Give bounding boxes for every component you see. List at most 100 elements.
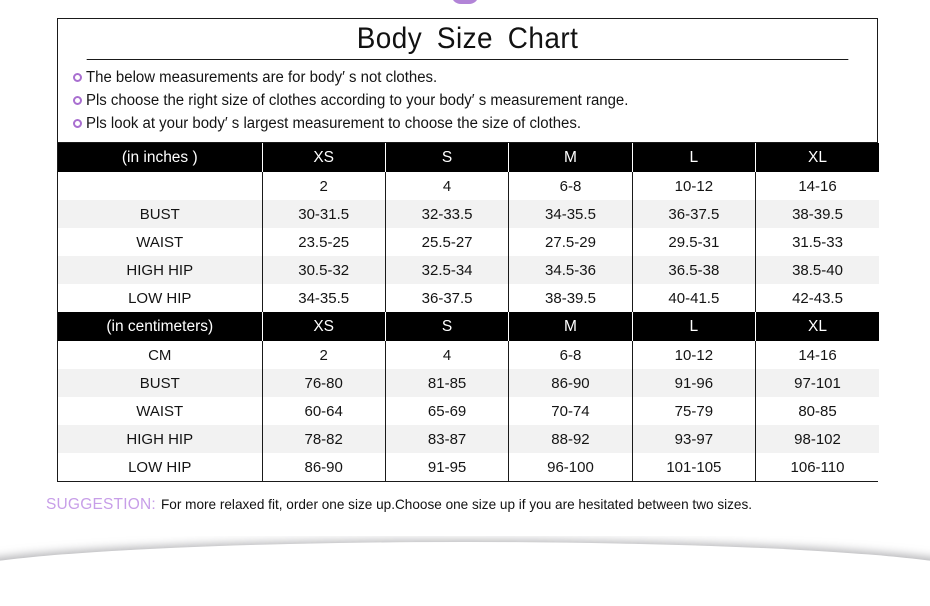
suggestion-note: SUGGESTION: For more relaxed fit, order o…: [46, 496, 906, 514]
cell-s: 91-95: [385, 453, 510, 481]
row-label: BUST: [58, 200, 263, 228]
inches-header-row: (in inches ) XS S M L XL: [58, 143, 879, 172]
cell-m: 27.5-29: [508, 228, 633, 256]
row-label: WAIST: [58, 397, 263, 425]
size-header-l: L: [632, 312, 757, 341]
cell-l: 75-79: [632, 397, 757, 425]
cell-xs: 34-35.5: [262, 284, 386, 312]
cropped-top-graphic: [451, 0, 479, 4]
row-label: CM: [58, 341, 263, 369]
cell-m: 6-8: [508, 172, 633, 200]
size-header-m: M: [508, 312, 633, 341]
table-row: HIGH HIP 78-82 83-87 88-92 93-97 98-102: [58, 425, 879, 453]
cell-xs: 78-82: [262, 425, 386, 453]
cell-l: 10-12: [632, 172, 757, 200]
cell-l: 10-12: [632, 341, 757, 369]
row-label: HIGH HIP: [58, 425, 263, 453]
cell-xs: 30-31.5: [262, 200, 386, 228]
cell-m: 38-39.5: [508, 284, 633, 312]
size-chart-card: Body Size Chart The below measurements a…: [57, 18, 879, 482]
note-item: Pls look at your body′ s largest measure…: [58, 112, 877, 135]
row-label: WAIST: [58, 228, 263, 256]
cell-xs: 86-90: [262, 453, 386, 481]
cell-xl: 14-16: [755, 341, 879, 369]
size-header-l: L: [632, 143, 757, 172]
cell-l: 91-96: [632, 369, 757, 397]
size-header-m: M: [508, 143, 633, 172]
circle-bullet-icon: [68, 73, 86, 82]
cell-xs: 2: [262, 341, 386, 369]
cell-m: 70-74: [508, 397, 633, 425]
centimeters-size-table: (in centimeters) XS S M L XL CM 2 4 6-8 …: [58, 312, 879, 481]
note-text: Pls look at your body′ s largest measure…: [86, 114, 581, 132]
size-header-xl: XL: [755, 312, 879, 341]
note-item: The below measurements are for body′ s n…: [58, 66, 877, 89]
size-header-xs: XS: [262, 312, 386, 341]
cell-xs: 23.5-25: [262, 228, 386, 256]
table-row: LOW HIP 34-35.5 36-37.5 38-39.5 40-41.5 …: [58, 284, 879, 312]
cell-s: 32-33.5: [385, 200, 510, 228]
cell-s: 4: [385, 341, 510, 369]
measurement-notes: The below measurements are for body′ s n…: [58, 60, 877, 143]
circle-bullet-icon: [68, 119, 86, 128]
cell-l: 29.5-31: [632, 228, 757, 256]
cell-xl: 97-101: [755, 369, 879, 397]
cell-s: 25.5-27: [385, 228, 510, 256]
cell-xl: 98-102: [755, 425, 879, 453]
suggestion-text: For more relaxed fit, order one size up.…: [160, 496, 752, 512]
cm-unit-label: (in centimeters): [58, 312, 263, 341]
table-row: CM 2 4 6-8 10-12 14-16: [58, 341, 879, 369]
table-row: HIGH HIP 30.5-32 32.5-34 34.5-36 36.5-38…: [58, 256, 879, 284]
cell-xs: 30.5-32: [262, 256, 386, 284]
cell-m: 88-92: [508, 425, 633, 453]
cell-xl: 14-16: [755, 172, 879, 200]
row-label: BUST: [58, 369, 263, 397]
table-row: WAIST 23.5-25 25.5-27 27.5-29 29.5-31 31…: [58, 228, 879, 256]
page-title: Body Size Chart: [86, 19, 849, 60]
cell-m: 96-100: [508, 453, 633, 481]
cell-l: 36-37.5: [632, 200, 757, 228]
centimeters-header-row: (in centimeters) XS S M L XL: [58, 312, 879, 341]
inches-size-table: (in inches ) XS S M L XL 2 4 6-8 10-12 1…: [58, 143, 879, 312]
row-label: [58, 172, 263, 200]
cell-xl: 106-110: [755, 453, 879, 481]
cell-xl: 38.5-40: [755, 256, 879, 284]
cell-m: 6-8: [508, 341, 633, 369]
cell-s: 65-69: [385, 397, 510, 425]
cell-s: 4: [385, 172, 510, 200]
table-row: BUST 30-31.5 32-33.5 34-35.5 36-37.5 38-…: [58, 200, 879, 228]
cell-l: 40-41.5: [632, 284, 757, 312]
table-row: BUST 76-80 81-85 86-90 91-96 97-101: [58, 369, 879, 397]
cell-s: 83-87: [385, 425, 510, 453]
circle-bullet-icon: [68, 96, 86, 105]
row-label: HIGH HIP: [58, 256, 263, 284]
cell-l: 101-105: [632, 453, 757, 481]
table-row: 2 4 6-8 10-12 14-16: [58, 172, 879, 200]
cell-m: 34-35.5: [508, 200, 633, 228]
table-row: LOW HIP 86-90 91-95 96-100 101-105 106-1…: [58, 453, 879, 481]
cell-m: 34.5-36: [508, 256, 633, 284]
size-header-s: S: [385, 312, 510, 341]
size-header-s: S: [385, 143, 510, 172]
note-text: Pls choose the right size of clothes acc…: [86, 91, 629, 109]
cell-xl: 42-43.5: [755, 284, 879, 312]
cell-xs: 2: [262, 172, 386, 200]
cell-m: 86-90: [508, 369, 633, 397]
row-label: LOW HIP: [58, 453, 263, 481]
cell-xs: 60-64: [262, 397, 386, 425]
size-header-xs: XS: [262, 143, 386, 172]
cell-xl: 80-85: [755, 397, 879, 425]
note-item: Pls choose the right size of clothes acc…: [58, 89, 877, 112]
cell-xl: 31.5-33: [755, 228, 879, 256]
cell-l: 36.5-38: [632, 256, 757, 284]
cell-s: 36-37.5: [385, 284, 510, 312]
cell-s: 32.5-34: [385, 256, 510, 284]
table-row: WAIST 60-64 65-69 70-74 75-79 80-85: [58, 397, 879, 425]
cell-s: 81-85: [385, 369, 510, 397]
size-header-xl: XL: [755, 143, 879, 172]
suggestion-label: SUGGESTION:: [46, 496, 156, 513]
cell-xs: 76-80: [262, 369, 386, 397]
cell-xl: 38-39.5: [755, 200, 879, 228]
page-edge-shadow: [0, 536, 930, 606]
cell-l: 93-97: [632, 425, 757, 453]
